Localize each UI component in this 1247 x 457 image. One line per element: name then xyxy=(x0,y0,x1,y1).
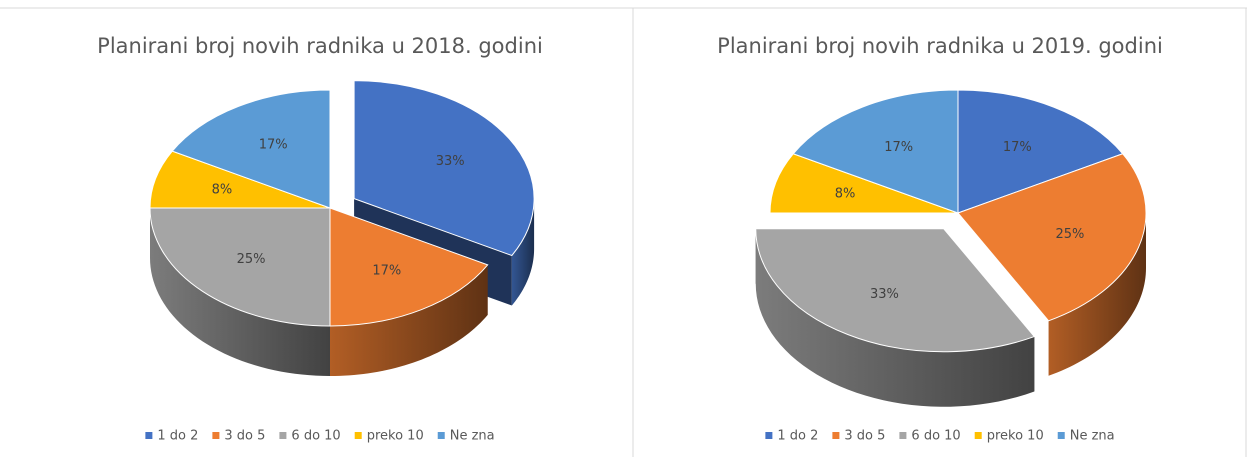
legend-label: Ne zna xyxy=(1070,429,1115,444)
pie-chart: Planirani broj novih radnika u 2018. god… xyxy=(97,34,543,444)
pie-slice xyxy=(149,207,331,327)
data-label: 25% xyxy=(237,252,266,267)
legend-swatch xyxy=(354,432,362,439)
slice-side xyxy=(330,264,488,376)
pie-slice xyxy=(353,80,535,257)
legend-label: 3 do 5 xyxy=(844,429,885,444)
data-label: 17% xyxy=(884,140,913,155)
pie-slice xyxy=(769,153,959,214)
legend-swatch xyxy=(974,432,982,439)
legend-label: preko 10 xyxy=(987,429,1044,444)
legend-swatch xyxy=(832,432,840,439)
data-label: 33% xyxy=(436,154,465,169)
pie-slice xyxy=(149,150,331,209)
data-label: 25% xyxy=(1055,227,1084,242)
legend-label: 3 do 5 xyxy=(224,429,265,444)
legend-label: 1 do 2 xyxy=(777,429,818,444)
legend-label: preko 10 xyxy=(367,429,424,444)
legend-swatch xyxy=(437,432,445,439)
pie-slice xyxy=(957,153,1147,322)
legend: 1 do 2 3 do 5 6 do 10 preko 10 Ne zna xyxy=(145,429,495,444)
pie-slice xyxy=(329,207,489,327)
legend-swatch xyxy=(1057,432,1065,439)
legend-label: 1 do 2 xyxy=(157,429,198,444)
pie-slice xyxy=(171,89,331,209)
chart-title: Planirani broj novih radnika u 2019. god… xyxy=(717,34,1163,58)
legend-label: 6 do 10 xyxy=(291,429,340,444)
data-label: 17% xyxy=(1003,140,1032,155)
legend-swatch xyxy=(765,432,773,439)
slice-side xyxy=(150,208,330,376)
slice-side xyxy=(511,198,535,306)
data-label: 33% xyxy=(870,287,899,302)
pie-slice xyxy=(957,89,1124,214)
data-label: 8% xyxy=(835,187,856,202)
data-label: 8% xyxy=(212,182,233,197)
data-label: 17% xyxy=(259,138,288,153)
legend-swatch xyxy=(279,432,287,439)
data-label: 17% xyxy=(372,263,401,278)
legend: 1 do 2 3 do 5 6 do 10 preko 10 Ne zna xyxy=(765,429,1115,444)
pie-slice xyxy=(755,228,1036,353)
legend-swatch xyxy=(145,432,153,439)
pie-slice xyxy=(792,89,959,214)
legend-swatch xyxy=(212,432,220,439)
legend-label: Ne zna xyxy=(450,429,495,444)
legend-swatch xyxy=(899,432,907,439)
pie-chart: Planirani broj novih radnika u 2019. god… xyxy=(717,34,1163,444)
slice-side xyxy=(755,228,1035,407)
chart-title: Planirani broj novih radnika u 2018. god… xyxy=(97,34,543,58)
slice-side xyxy=(1048,213,1146,376)
legend-label: 6 do 10 xyxy=(911,429,960,444)
